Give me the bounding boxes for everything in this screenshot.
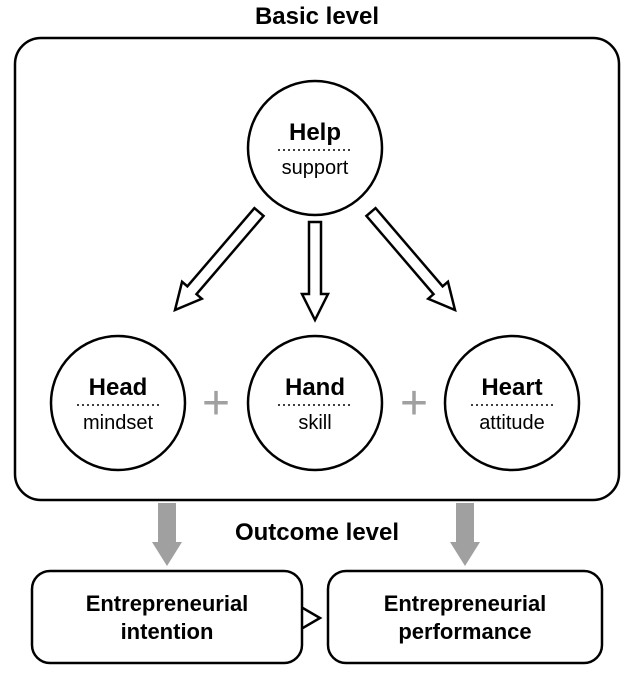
node-help: Help support xyxy=(248,81,382,215)
hollow-arrow-icon xyxy=(175,208,264,310)
hollow-arrow-icon xyxy=(302,222,328,320)
node-hand-sub: skill xyxy=(298,412,331,434)
node-heart-sub: attitude xyxy=(479,412,545,434)
node-head: Head mindset xyxy=(51,336,185,470)
node-help-main: Help xyxy=(289,119,341,146)
plus-icon: + xyxy=(400,377,428,430)
node-head-sub: mindset xyxy=(83,412,153,434)
node-hand-main: Hand xyxy=(285,374,345,401)
node-head-main: Head xyxy=(89,374,148,401)
outcome-intention-line1: Entrepreneurial xyxy=(86,591,249,616)
outcome-intention: Entrepreneurial intention xyxy=(32,571,302,663)
node-help-sub: support xyxy=(282,157,349,179)
outcome-performance-line2: performance xyxy=(398,619,531,644)
node-heart-main: Heart xyxy=(481,374,542,401)
solid-arrow-icon xyxy=(152,503,182,566)
title-basic-level: Basic level xyxy=(255,3,379,30)
node-heart: Heart attitude xyxy=(445,336,579,470)
node-hand: Hand skill xyxy=(248,336,382,470)
hollow-arrow-icon xyxy=(366,208,455,310)
outcome-intention-line2: intention xyxy=(121,619,214,644)
solid-arrow-icon xyxy=(450,503,480,566)
outcome-performance: Entrepreneurial performance xyxy=(328,571,602,663)
plus-icon: + xyxy=(202,377,230,430)
title-outcome-level: Outcome level xyxy=(235,519,399,546)
outcome-performance-line1: Entrepreneurial xyxy=(384,591,547,616)
